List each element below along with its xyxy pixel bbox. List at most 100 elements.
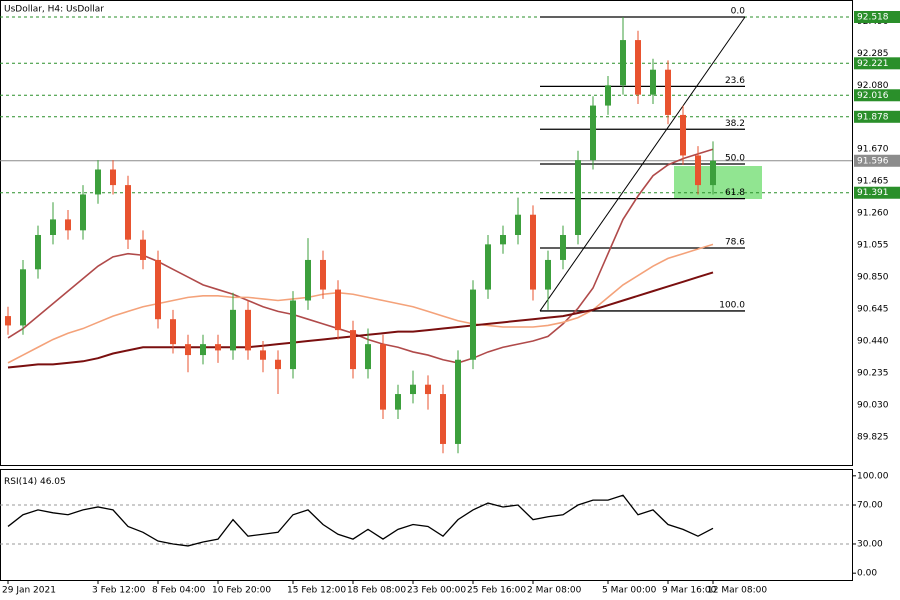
x-tick-label: 10 Feb 20:00 bbox=[212, 586, 271, 596]
plot-layer: 0.0 23.6 38.2 50.0 61.8 78.6 100.0 bbox=[5, 6, 746, 547]
candle-body bbox=[590, 105, 596, 161]
candle-body bbox=[560, 234, 566, 260]
candle-body bbox=[635, 40, 641, 95]
level-price-box bbox=[854, 89, 900, 102]
x-tick-label: 18 Feb 08:00 bbox=[347, 586, 406, 596]
x-tick-label: 5 Mar 00:00 bbox=[602, 586, 657, 596]
y-tick-label: 91.055 bbox=[857, 241, 889, 251]
label-layer: 92.518 92.221 92.016 91.878 91.391 91.596 bbox=[854, 10, 900, 199]
rsi-name: RSI(14) bbox=[4, 477, 37, 487]
y-tick-label: 90.030 bbox=[857, 400, 889, 410]
x-tick-label: 8 Feb 04:00 bbox=[152, 586, 206, 596]
rsi-panel-frame bbox=[0, 469, 853, 581]
fib-level-label: 0.0 bbox=[731, 6, 746, 16]
level-price-label: 91.878 bbox=[857, 112, 889, 122]
fib-level-label: 78.6 bbox=[725, 238, 745, 248]
candle-body bbox=[260, 350, 266, 360]
candle-body bbox=[155, 259, 161, 320]
fib-level-label: 61.8 bbox=[725, 188, 745, 198]
candle-body bbox=[185, 344, 191, 356]
candle-body bbox=[350, 330, 356, 370]
fib-level-label: 23.6 bbox=[725, 76, 745, 86]
candle-body bbox=[5, 316, 11, 326]
level-price-label: 92.518 bbox=[857, 12, 889, 22]
y-tick-label: 92.080 bbox=[857, 81, 889, 91]
candle-body bbox=[80, 194, 86, 231]
candle-body bbox=[320, 259, 326, 290]
candle-body bbox=[650, 69, 656, 95]
candle-body bbox=[20, 269, 26, 326]
candle-body bbox=[620, 40, 626, 86]
candle-body bbox=[290, 300, 296, 370]
x-tick-label: 25 Feb 16:00 bbox=[467, 586, 526, 596]
rsi-tick-label: 100.00 bbox=[857, 471, 889, 481]
level-price-box bbox=[854, 110, 900, 123]
candle-body bbox=[230, 309, 236, 351]
target-zone bbox=[674, 166, 762, 199]
candle-body bbox=[170, 319, 176, 345]
rsi-last-value: 46.05 bbox=[40, 477, 66, 487]
candle-body bbox=[410, 384, 416, 395]
y-tick-label: 90.850 bbox=[857, 273, 889, 283]
rsi-tick-label: 30.00 bbox=[857, 539, 883, 549]
candle-body bbox=[665, 69, 671, 115]
candle-body bbox=[470, 289, 476, 360]
current-price-box bbox=[854, 154, 900, 167]
y-tick-label: 92.285 bbox=[857, 49, 889, 59]
candle-body bbox=[425, 384, 431, 395]
candle-body bbox=[380, 344, 386, 410]
rsi-line bbox=[7, 494, 714, 547]
x-tick-label: 29 Jan 2021 bbox=[2, 586, 56, 596]
rsi-tick-label: 0.00 bbox=[857, 569, 877, 579]
rsi-label: RSI(14) 46.05 bbox=[4, 477, 66, 487]
candle-body bbox=[440, 394, 446, 444]
candle-body bbox=[275, 359, 281, 370]
level-price-box bbox=[854, 57, 900, 70]
candle-body bbox=[455, 359, 461, 444]
candle-body bbox=[365, 344, 371, 370]
rsi-tick-label: 70.00 bbox=[857, 501, 883, 511]
x-tick-label: 3 Feb 12:00 bbox=[92, 586, 146, 596]
candle-body bbox=[215, 344, 221, 351]
y-tick-label: 90.645 bbox=[857, 305, 889, 315]
candle-body bbox=[65, 219, 71, 231]
candle-body bbox=[485, 244, 491, 290]
candle-body bbox=[125, 185, 131, 240]
candle-body bbox=[680, 114, 686, 156]
candle-body bbox=[110, 169, 116, 186]
candle-body bbox=[35, 234, 41, 270]
candle-body bbox=[200, 344, 206, 356]
moving-average-line bbox=[7, 271, 714, 369]
candle-body bbox=[50, 219, 56, 235]
x-tick-label: 9 Mar 16:00 bbox=[662, 586, 717, 596]
grid-layer: 92.49092.28592.08091.87591.67091.46591.2… bbox=[0, 16, 889, 596]
x-tick-label: 2 Mar 08:00 bbox=[527, 586, 582, 596]
chart-title: UsDollar, H4: UsDollar bbox=[4, 5, 104, 15]
x-tick-label: 15 Feb 12:00 bbox=[287, 586, 346, 596]
y-tick-label: 91.465 bbox=[857, 177, 889, 187]
candle-body bbox=[245, 309, 251, 351]
moving-average-line bbox=[7, 243, 714, 364]
level-price-label: 91.391 bbox=[857, 188, 889, 198]
candle-body bbox=[575, 160, 581, 235]
candle-body bbox=[140, 239, 146, 260]
candle-body bbox=[530, 214, 536, 290]
candle-body bbox=[695, 155, 701, 186]
candle-body bbox=[605, 85, 611, 106]
candle-body bbox=[545, 259, 551, 290]
level-price-label: 92.016 bbox=[857, 91, 889, 101]
candle-body bbox=[710, 160, 716, 186]
fib-level-label: 50.0 bbox=[725, 153, 745, 163]
level-price-box bbox=[854, 10, 900, 23]
fib-level-label: 100.0 bbox=[719, 300, 745, 310]
x-tick-label: 23 Feb 00:00 bbox=[407, 586, 466, 596]
fib-level-label: 38.2 bbox=[725, 119, 745, 129]
candle-body bbox=[335, 289, 341, 331]
current-price-label: 91.596 bbox=[857, 156, 889, 166]
level-price-label: 92.221 bbox=[857, 59, 889, 69]
candle-body bbox=[515, 214, 521, 235]
candle-body bbox=[305, 259, 311, 301]
y-tick-label: 90.440 bbox=[857, 337, 889, 347]
y-tick-label: 91.670 bbox=[857, 145, 889, 155]
